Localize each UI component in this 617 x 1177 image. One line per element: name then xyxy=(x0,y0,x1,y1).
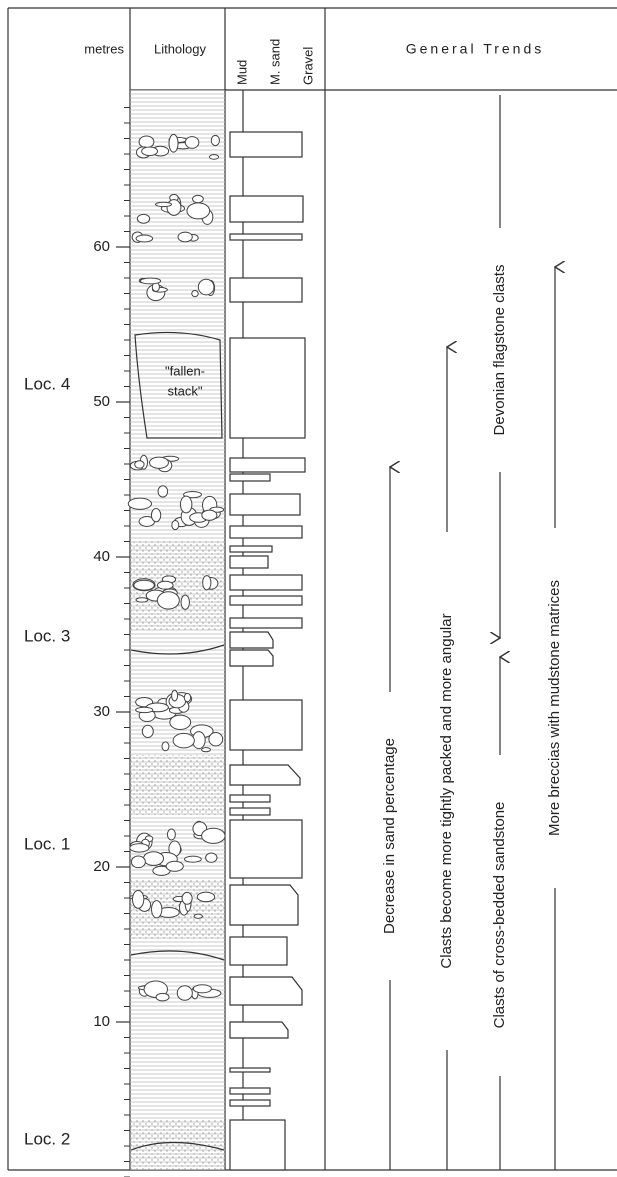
clast xyxy=(193,195,204,202)
locality-label: Loc. 2 xyxy=(24,1129,70,1148)
clast xyxy=(137,214,149,223)
clast xyxy=(169,134,178,152)
scale-label: 60 xyxy=(93,238,110,255)
clast xyxy=(134,580,154,590)
scale-label: 10 xyxy=(93,1013,110,1030)
clast xyxy=(158,486,168,497)
clast xyxy=(202,748,211,752)
header-grain-size: M. sand xyxy=(267,39,282,85)
lithology-note: "fallen- xyxy=(165,363,205,378)
clast xyxy=(203,576,211,590)
clast xyxy=(156,993,169,1000)
clast xyxy=(136,707,153,712)
scale-label: 50 xyxy=(93,393,110,410)
header-grain-size: Gravel xyxy=(300,47,315,85)
scale-label: 30 xyxy=(93,703,110,720)
clast xyxy=(131,856,145,868)
clast xyxy=(198,279,214,295)
clast xyxy=(185,137,199,149)
clast xyxy=(181,595,189,609)
clast xyxy=(140,278,160,284)
clast xyxy=(193,985,211,993)
scale-label: 20 xyxy=(93,858,110,875)
clast xyxy=(177,986,192,1001)
header-grain-size: Mud xyxy=(234,60,249,85)
clast xyxy=(167,829,175,840)
locality-label: Loc. 4 xyxy=(24,374,70,393)
clast xyxy=(187,203,210,219)
clast xyxy=(142,725,153,737)
trend-label: Clasts become more tightly packed and mo… xyxy=(438,613,455,968)
clast xyxy=(133,890,144,908)
clast xyxy=(209,155,218,160)
locality-label: Loc. 3 xyxy=(24,626,70,645)
grain-size-beds xyxy=(230,132,305,1170)
clast xyxy=(194,914,202,918)
header-scale: metres xyxy=(84,41,124,56)
clast xyxy=(167,200,181,216)
clast xyxy=(172,520,179,529)
clast xyxy=(172,690,178,701)
clast xyxy=(135,461,144,468)
clast xyxy=(142,147,158,156)
scale-label: 40 xyxy=(93,548,110,565)
clast xyxy=(152,901,162,918)
clast xyxy=(209,733,223,746)
clast xyxy=(157,581,173,589)
clast xyxy=(202,510,217,520)
header-lithology: Lithology xyxy=(154,41,207,56)
clast xyxy=(156,202,172,206)
clast xyxy=(180,496,191,513)
clast xyxy=(162,742,169,751)
clast xyxy=(143,852,163,866)
clast xyxy=(136,598,148,602)
clast xyxy=(157,592,179,609)
clast xyxy=(184,693,190,701)
clast xyxy=(151,509,160,522)
lithology-note: stack" xyxy=(168,383,203,398)
trend-label: Decrease in sand percentage xyxy=(381,738,398,934)
clast xyxy=(182,892,192,904)
frame xyxy=(8,8,617,1170)
trend-label: More breccias with mudstone matrices xyxy=(546,580,563,836)
trend-arrows xyxy=(390,95,555,1170)
clast xyxy=(202,828,225,843)
clast xyxy=(166,861,183,871)
clast xyxy=(150,457,169,468)
clast xyxy=(173,733,194,748)
clast xyxy=(128,498,151,509)
lithology-column xyxy=(130,90,225,1170)
stratigraphic-log: "fallen- stack" metres Lithology Mu xyxy=(0,0,617,1177)
trend-label: Devonian flagstone clasts xyxy=(491,265,508,436)
clast xyxy=(206,853,217,862)
clast xyxy=(211,135,219,145)
clast xyxy=(192,290,198,296)
clast xyxy=(136,235,153,242)
clast xyxy=(178,232,192,242)
clast xyxy=(170,715,191,729)
clast xyxy=(139,136,154,148)
locality-label: Loc. 1 xyxy=(24,834,70,853)
trend-label: Clasts of cross-bedded sandstone xyxy=(491,802,508,1029)
clast xyxy=(130,844,149,852)
header-trends: General Trends xyxy=(406,41,545,57)
clast xyxy=(185,856,202,862)
clast xyxy=(197,892,214,902)
